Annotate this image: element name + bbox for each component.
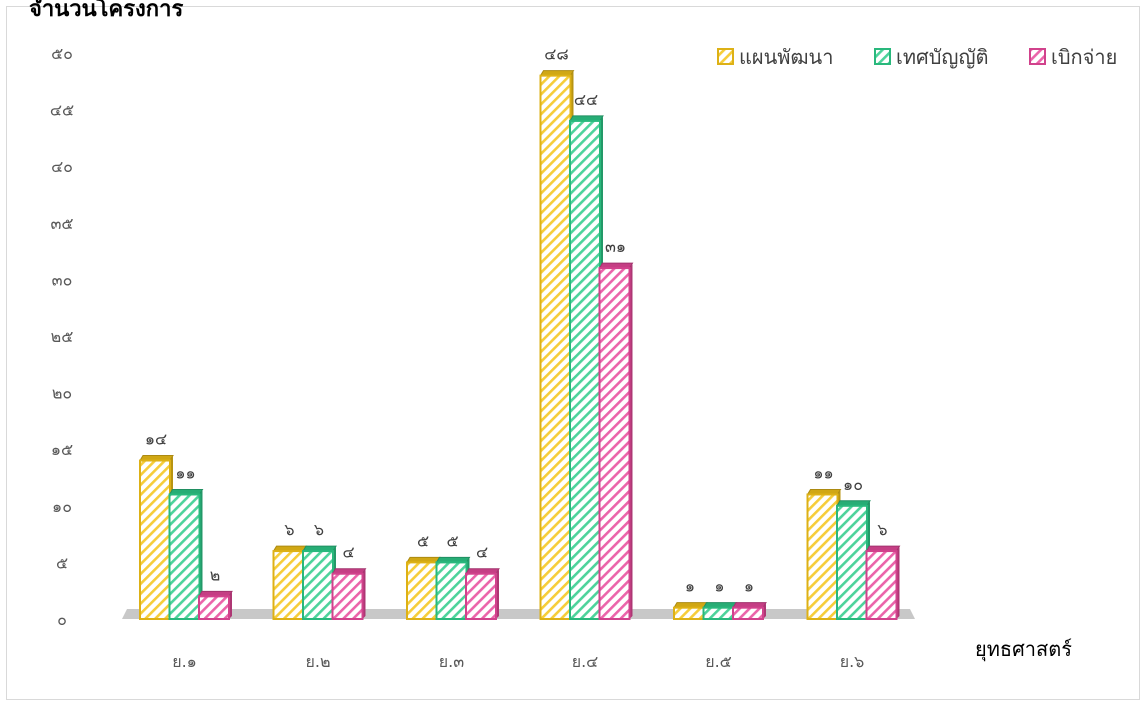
legend-swatch — [717, 48, 734, 65]
y-tick-label: ๐ — [57, 610, 67, 629]
bar — [139, 455, 174, 620]
chart-floor — [122, 609, 915, 619]
bars — [139, 70, 901, 621]
data-labels: ๑๔๑๑๒๖ ๖๔๕ ๕๔๔๘๔๔๓๑๑๑๑๑๑๑๐๖ — [145, 45, 888, 596]
bar — [865, 545, 901, 621]
x-tick-label: ย.๒ — [305, 652, 330, 671]
data-label: ๔ — [476, 543, 488, 562]
legend-item: เทศบัญญัติ — [874, 45, 988, 69]
y-tick-label: ๒๕ — [51, 327, 74, 346]
bar — [198, 590, 233, 620]
legend: แผนพัฒนา เทศบัญญัติ เบิกจ่าย — [717, 45, 1117, 69]
legend-label: เทศบัญญัติ — [896, 45, 988, 69]
legend-label: เบิกจ่าย — [1051, 45, 1117, 69]
data-label: ๑ — [714, 577, 724, 596]
data-label: ๑๔ — [145, 430, 167, 449]
y-tick-label: ๔๕ — [50, 101, 74, 120]
data-label: ๒ — [210, 565, 221, 584]
y-tick-label: ๕ — [56, 553, 68, 572]
bar — [272, 545, 308, 621]
y-tick-label: ๕๐ — [51, 44, 73, 63]
bar — [465, 568, 500, 620]
x-tick-label: ย.๕ — [705, 652, 732, 671]
data-label: ๖ — [284, 520, 294, 539]
data-label: ๖ — [877, 520, 887, 539]
legend-item: แผนพัฒนา — [717, 45, 833, 69]
x-axis-label: ยุทธศาสตร์ — [975, 637, 1072, 662]
data-label: ๓๑ — [605, 237, 626, 256]
data-label: ๑๑ — [175, 463, 195, 482]
y-tick-label: ๓๐ — [52, 270, 73, 289]
y-axis-label: จำนวนโครงการ — [29, 0, 184, 22]
bar — [406, 556, 441, 621]
y-axis: ๐ ๕ ๑๐ ๑๕ ๒๐ ๒๕ ๓๐ ๓๕ ๔๐ ๔๕ ๕๐ — [50, 44, 74, 629]
x-axis: ย.๑ ย.๒ ย.๓ ย.๔ ย.๕ ย.๖ — [172, 652, 864, 671]
y-tick-label: ๓๕ — [50, 214, 73, 233]
chart-frame: จำนวนโครงการ — [6, 0, 1140, 700]
legend-label: แผนพัฒนา — [739, 45, 833, 69]
bar — [435, 556, 471, 621]
bar — [732, 602, 767, 620]
bar — [539, 70, 575, 620]
data-label: ๕ — [417, 531, 429, 550]
data-label: ๔๔ — [574, 90, 598, 109]
bar — [331, 568, 367, 620]
bar — [673, 602, 708, 620]
data-label: ๕ — [446, 531, 458, 550]
x-tick-label: ย.๑ — [172, 652, 197, 671]
bar — [702, 602, 738, 620]
x-tick-label: ย.๔ — [572, 652, 599, 671]
y-tick-label: ๑๐ — [52, 497, 72, 516]
y-tick-label: ๔๐ — [51, 157, 73, 176]
bar — [302, 545, 337, 621]
data-label: ๑๑ — [813, 463, 833, 482]
x-tick-label: ย.๓ — [439, 652, 464, 671]
data-label: ๔๘ — [544, 45, 568, 64]
data-label: ๑๐ — [843, 475, 863, 494]
bar — [836, 500, 871, 620]
x-tick-label: ย.๖ — [840, 652, 865, 671]
floor-shadow — [122, 609, 915, 619]
bar — [569, 115, 604, 620]
legend-swatch — [874, 48, 891, 65]
data-label: ๔ — [342, 543, 354, 562]
bar — [168, 488, 204, 621]
data-label: ๑ — [685, 577, 695, 596]
data-label: ๑ — [744, 577, 754, 596]
data-label: ๖ — [314, 520, 324, 539]
y-tick-label: ๒๐ — [52, 384, 72, 403]
legend-swatch — [1029, 48, 1046, 65]
bar — [598, 262, 634, 620]
bar — [806, 488, 842, 621]
y-tick-label: ๑๕ — [51, 440, 73, 459]
legend-item: เบิกจ่าย — [1029, 45, 1117, 69]
